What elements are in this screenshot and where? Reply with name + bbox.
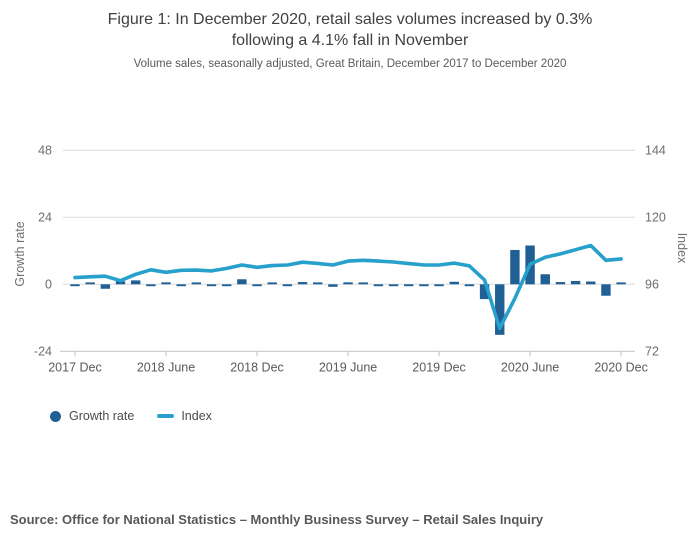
growth-rate-bar[interactable]	[570, 280, 581, 285]
chart-title: Figure 1: In December 2020, retail sales…	[0, 9, 700, 51]
legend-item-growth-rate[interactable]: Growth rate	[50, 409, 134, 423]
x-tick-label: 2020 Dec	[594, 360, 648, 374]
growth-rate-bar[interactable]	[358, 282, 368, 285]
x-tick-label: 2018 Dec	[230, 360, 284, 374]
growth-rate-bar[interactable]	[373, 284, 384, 287]
right-y-tick-label: 72	[645, 345, 659, 359]
chart-subtitle: Volume sales, seasonally adjusted, Great…	[133, 58, 567, 70]
right-y-tick-label: 96	[645, 278, 659, 292]
growth-rate-bar[interactable]	[601, 284, 611, 296]
growth-rate-bar[interactable]	[479, 284, 490, 300]
growth-rate-bar[interactable]	[328, 284, 338, 287]
growth-rate-bar[interactable]	[555, 282, 566, 285]
growth-rate-bar[interactable]	[221, 284, 232, 287]
growth-rate-bar[interactable]	[343, 282, 353, 285]
left-axis-title: Growth rate	[13, 221, 27, 286]
left-y-tick-label: 48	[38, 144, 52, 158]
growth-rate-bar[interactable]	[434, 284, 444, 287]
growth-rate-bar[interactable]	[282, 284, 293, 287]
chart-title-line2: following a 4.1% fall in November	[231, 32, 469, 49]
growth-rate-bar[interactable]	[464, 284, 475, 287]
growth-rate-bar[interactable]	[115, 281, 126, 285]
right-axis-title: Index	[675, 233, 689, 264]
legend-label-growth-rate: Growth rate	[69, 409, 135, 423]
x-tick-label: 2019 June	[319, 360, 377, 374]
index-line[interactable]	[73, 243, 623, 331]
growth-rate-bar[interactable]	[297, 282, 308, 285]
growth-rate-bar[interactable]	[161, 282, 171, 285]
left-y-tick-label: 24	[38, 211, 52, 225]
growth-rate-bar[interactable]	[146, 284, 156, 287]
growth-rate-bar[interactable]	[100, 284, 111, 289]
growth-rate-bar[interactable]	[313, 282, 323, 285]
growth-rate-bar[interactable]	[449, 281, 459, 285]
left-y-tick-label: 0	[45, 278, 52, 292]
growth-rate-bar[interactable]	[495, 284, 505, 335]
right-y-tick-label: 120	[645, 211, 666, 225]
growth-rate-bar[interactable]	[616, 282, 626, 285]
growth-rate-bar[interactable]	[404, 284, 414, 287]
growth-rate-bar[interactable]	[586, 281, 596, 285]
x-tick-label: 2020 June	[501, 360, 559, 374]
x-tick-label: 2018 June	[137, 360, 195, 374]
growth-rate-bar[interactable]	[85, 282, 95, 285]
growth-rate-bar[interactable]	[176, 284, 186, 287]
index-swatch-icon	[157, 414, 175, 418]
growth-rate-bar[interactable]	[206, 284, 217, 287]
growth-rate-bar[interactable]	[191, 282, 202, 285]
growth-rate-bar[interactable]	[130, 280, 141, 285]
growth-rate-swatch-icon	[50, 410, 61, 422]
legend: Growth rate Index	[50, 409, 212, 423]
chart-title-line1: Figure 1: In December 2020, retail sales…	[107, 11, 593, 28]
growth-rate-bar[interactable]	[267, 282, 277, 285]
growth-rate-bar[interactable]	[510, 249, 520, 285]
left-y-tick-label: -24	[34, 345, 52, 359]
plot-area: Growth rate Index 2017 Dec 2018 June 2018 …	[13, 144, 689, 375]
growth-rate-bar[interactable]	[237, 279, 247, 285]
legend-label-index: Index	[181, 409, 212, 423]
growth-rate-bar[interactable]	[70, 284, 80, 287]
growth-rate-bar[interactable]	[419, 284, 429, 287]
source-attribution: Source: Office for National Statistics –…	[10, 512, 544, 527]
growth-rate-bar[interactable]	[540, 274, 550, 285]
x-tick-label: 2019 Dec	[412, 360, 466, 374]
legend-item-index[interactable]: Index	[157, 409, 212, 423]
growth-rate-bar[interactable]	[252, 284, 262, 287]
right-y-tick-label: 144	[645, 144, 666, 158]
growth-rate-bar[interactable]	[388, 284, 399, 287]
x-tick-label: 2017 Dec	[48, 360, 102, 374]
